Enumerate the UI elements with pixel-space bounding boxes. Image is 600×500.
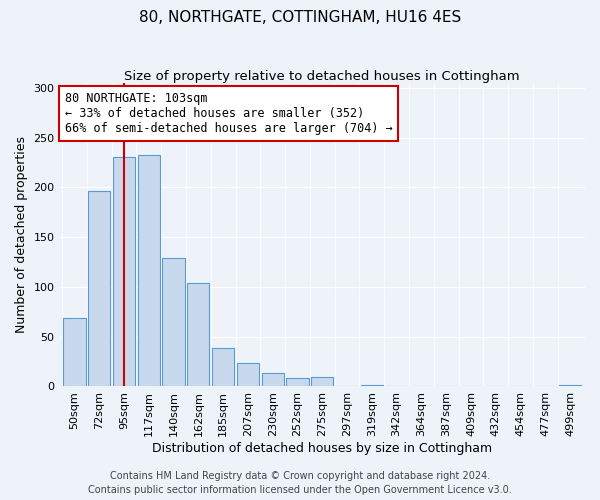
Bar [113,156,135,386]
Bar [311,376,334,386]
Bar [212,348,234,387]
Text: 80 NORTHGATE: 103sqm
← 33% of detached houses are smaller (352)
66% of semi-deta: 80 NORTHGATE: 103sqm ← 33% of detached h… [65,92,392,135]
Text: Contains HM Land Registry data © Crown copyright and database right 2024.
Contai: Contains HM Land Registry data © Crown c… [88,471,512,495]
Bar [237,362,259,386]
Bar [163,258,185,386]
Bar [286,378,308,386]
Bar [262,372,284,386]
Text: 80, NORTHGATE, COTTINGHAM, HU16 4ES: 80, NORTHGATE, COTTINGHAM, HU16 4ES [139,10,461,25]
Bar [187,283,209,387]
X-axis label: Distribution of detached houses by size in Cottingham: Distribution of detached houses by size … [152,442,493,455]
Bar [137,154,160,386]
Bar [63,318,86,386]
Title: Size of property relative to detached houses in Cottingham: Size of property relative to detached ho… [124,70,520,83]
Bar [88,192,110,386]
Y-axis label: Number of detached properties: Number of detached properties [15,136,28,333]
